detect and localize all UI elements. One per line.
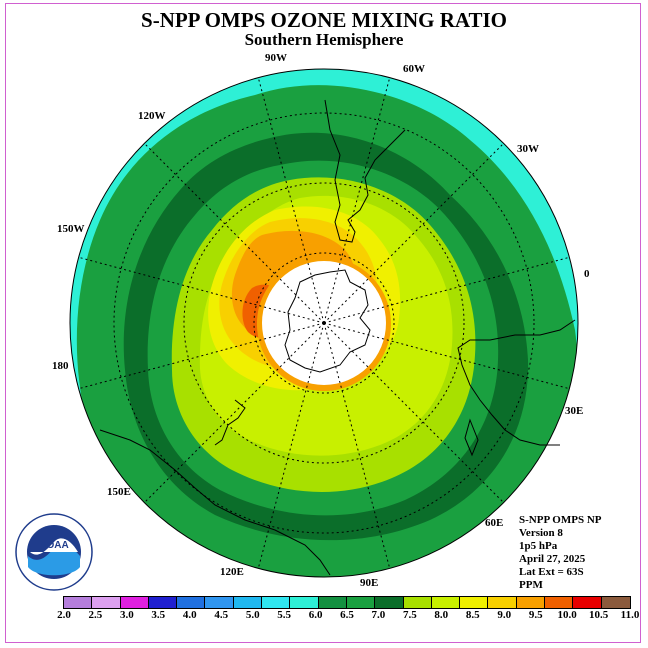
latitude-circle	[183, 182, 465, 464]
south-america-coastline	[324, 99, 406, 243]
south-pole-marker	[322, 321, 326, 325]
legend-tick-label: 5.0	[245, 609, 260, 621]
figure-border	[5, 3, 641, 643]
legend-tick-label: 6.0	[308, 609, 323, 621]
info-version: Version 8	[519, 527, 563, 539]
legend-tick-label: 9.5	[528, 609, 543, 621]
legend-swatch	[64, 597, 93, 608]
lon-label-60e: 60E	[485, 517, 504, 529]
legend-swatch	[233, 597, 263, 608]
meridian-line	[323, 322, 391, 569]
latitude-circle	[113, 112, 535, 534]
lon-label-120w: 120W	[138, 110, 166, 122]
legend-tick-label: 7.5	[403, 609, 417, 621]
legend-tick-label: 10.0	[557, 609, 577, 621]
legend-tick-label: 8.5	[465, 609, 480, 621]
lon-label-90w: 90W	[265, 52, 287, 64]
australia-coastline	[99, 429, 331, 576]
legend-swatch	[92, 597, 121, 608]
legend-tick-label: 2.5	[88, 609, 103, 621]
meridian-line	[323, 77, 391, 324]
legend-swatch	[148, 597, 178, 608]
legend-tick-label: 9.0	[497, 609, 512, 621]
logo-bird	[30, 538, 78, 555]
chart-title: S-NPP OMPS OZONE MIXING RATIO	[141, 8, 507, 32]
lon-label-150w: 150W	[57, 223, 85, 235]
legend-tick-labels: 2.0 2.5 3.0 3.5 4.0 4.5 5.0 5.5 6.0 6.5 7.0 7.5 8.0 8…	[0, 609, 648, 623]
info-lat-extent: Lat Ext = 63S	[519, 566, 584, 578]
logo-text: NOAA	[39, 540, 68, 551]
ozone-field	[70, 69, 578, 577]
madagascar-coastline	[464, 418, 479, 457]
meridian-line	[323, 256, 570, 324]
legend-swatch	[460, 597, 489, 608]
color-legend	[63, 596, 631, 609]
info-units: PPM	[519, 579, 543, 591]
legend-swatch	[488, 597, 517, 608]
legend-tick-label: 11.0	[620, 609, 640, 621]
lon-label-0: 0	[584, 268, 590, 280]
legend-swatch	[205, 597, 234, 608]
legend-swatch	[573, 597, 602, 608]
legend-tick-label: 4.0	[182, 609, 197, 621]
lon-label-150e: 150E	[107, 486, 131, 498]
legend-tick-label: 2.0	[57, 609, 71, 621]
legend-swatch	[177, 597, 206, 608]
legend-swatch	[375, 597, 404, 608]
legend-swatch	[601, 597, 630, 608]
lon-label-90e: 90E	[360, 577, 379, 589]
legend-swatch	[403, 597, 432, 608]
product-info: S-NPP OMPS NP Version 8 1p5 hPa April 27…	[519, 514, 602, 592]
legend-tick-label: 3.0	[120, 609, 134, 621]
latitude-circle	[253, 252, 395, 394]
meridian-line	[257, 322, 325, 569]
legend-swatch	[290, 597, 319, 608]
legend-swatch	[516, 597, 546, 608]
meridian-line	[78, 322, 325, 390]
legend-tick-label: 8.0	[434, 609, 449, 621]
lon-label-30w: 30W	[517, 143, 539, 155]
meridian-line	[144, 143, 325, 324]
noaa-logo: NOAA	[15, 513, 93, 591]
legend-tick-label: 6.5	[340, 609, 354, 621]
legend-tick-label: 7.0	[371, 609, 386, 621]
meridian-line	[78, 256, 325, 324]
info-date: April 27, 2025	[519, 553, 586, 565]
meridian-line	[257, 77, 325, 324]
lon-label-60w: 60W	[403, 63, 425, 75]
legend-swatch	[120, 597, 149, 608]
info-product: S-NPP OMPS NP	[519, 514, 602, 526]
legend-tick-label: 4.5	[214, 609, 229, 621]
info-pressure: 1p5 hPa	[519, 540, 558, 552]
lon-label-180: 180	[52, 360, 69, 372]
graticule	[78, 77, 570, 569]
map-outline	[69, 68, 579, 578]
legend-tick-label: 10.5	[588, 609, 609, 621]
lon-label-120e: 120E	[220, 566, 244, 578]
legend-swatch	[545, 597, 574, 608]
meridian-line	[323, 322, 504, 503]
legend-tick-label: 5.5	[277, 609, 291, 621]
meridian-line	[323, 143, 504, 324]
meridian-line	[144, 322, 325, 503]
new-zealand-coastline	[214, 399, 246, 446]
lon-label-30e: 30E	[565, 405, 584, 417]
meridian-line	[323, 322, 570, 390]
chart-subtitle: Southern Hemisphere	[244, 30, 404, 49]
legend-swatch	[346, 597, 376, 608]
africa-coastline	[457, 319, 576, 446]
legend-swatch	[318, 597, 347, 608]
legend-tick-label: 3.5	[151, 609, 166, 621]
legend-swatch	[262, 597, 291, 608]
legend-swatch	[431, 597, 461, 608]
